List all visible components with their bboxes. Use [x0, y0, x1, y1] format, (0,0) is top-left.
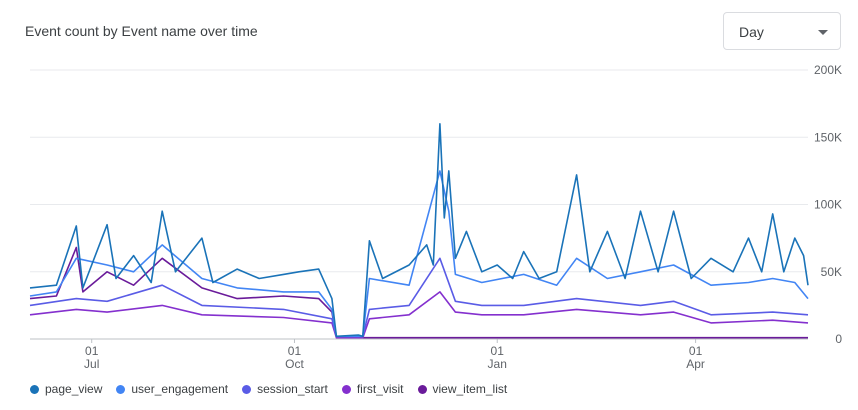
series-line-session-start	[29, 257, 809, 338]
series-lines	[29, 123, 809, 339]
x-tick-label-month: Jan	[488, 357, 507, 371]
y-tick-label: 200K	[814, 63, 842, 77]
legend-label: user_engagement	[131, 382, 229, 396]
legend-dot-icon	[341, 384, 351, 394]
x-tick-label-day: 01	[288, 344, 302, 358]
grid-lines	[30, 69, 808, 340]
chart-title: Event count by Event name over time	[25, 23, 258, 39]
y-tick-label: 150K	[814, 130, 842, 144]
x-tick-label-day: 01	[85, 344, 99, 358]
series-line-first-visit	[29, 291, 809, 339]
legend-label: first_visit	[356, 382, 404, 396]
chevron-down-icon	[818, 30, 828, 35]
legend-item-view-item-list[interactable]: view_item_list	[417, 382, 508, 396]
period-select-value: Day	[739, 24, 764, 40]
legend: page_view user_engagement session_start fir…	[30, 381, 521, 397]
x-tick-label-day: 01	[689, 344, 703, 358]
legend-item-first-visit[interactable]: first_visit	[341, 382, 404, 396]
x-tick-label-month: Oct	[285, 357, 304, 371]
legend-dot-icon	[417, 384, 427, 394]
y-axis: 0 50K 100K 150K 200K	[814, 63, 842, 346]
x-tick-label-month: Apr	[686, 357, 705, 371]
x-tick-label-month: Jul	[84, 357, 99, 371]
y-tick-label: 0	[835, 332, 842, 346]
series-line-page-view	[29, 123, 809, 338]
y-tick-label: 100K	[814, 198, 842, 212]
legend-dot-icon	[30, 384, 39, 394]
legend-label: session_start	[257, 382, 328, 396]
legend-label: view_item_list	[432, 382, 508, 396]
legend-label: page_view	[45, 382, 103, 396]
y-tick-label: 50K	[821, 265, 842, 279]
legend-item-session-start[interactable]: session_start	[242, 382, 328, 396]
period-select[interactable]: Day	[723, 12, 841, 50]
legend-item-page-view[interactable]: page_view	[30, 382, 102, 396]
series-line-user-engagement	[29, 170, 809, 338]
legend-dot-icon	[242, 384, 252, 394]
legend-item-user-engagement[interactable]: user_engagement	[116, 382, 228, 396]
x-tick-label-day: 01	[491, 344, 505, 358]
series-line-view-item-list	[29, 246, 808, 339]
legend-dot-icon	[116, 384, 126, 394]
